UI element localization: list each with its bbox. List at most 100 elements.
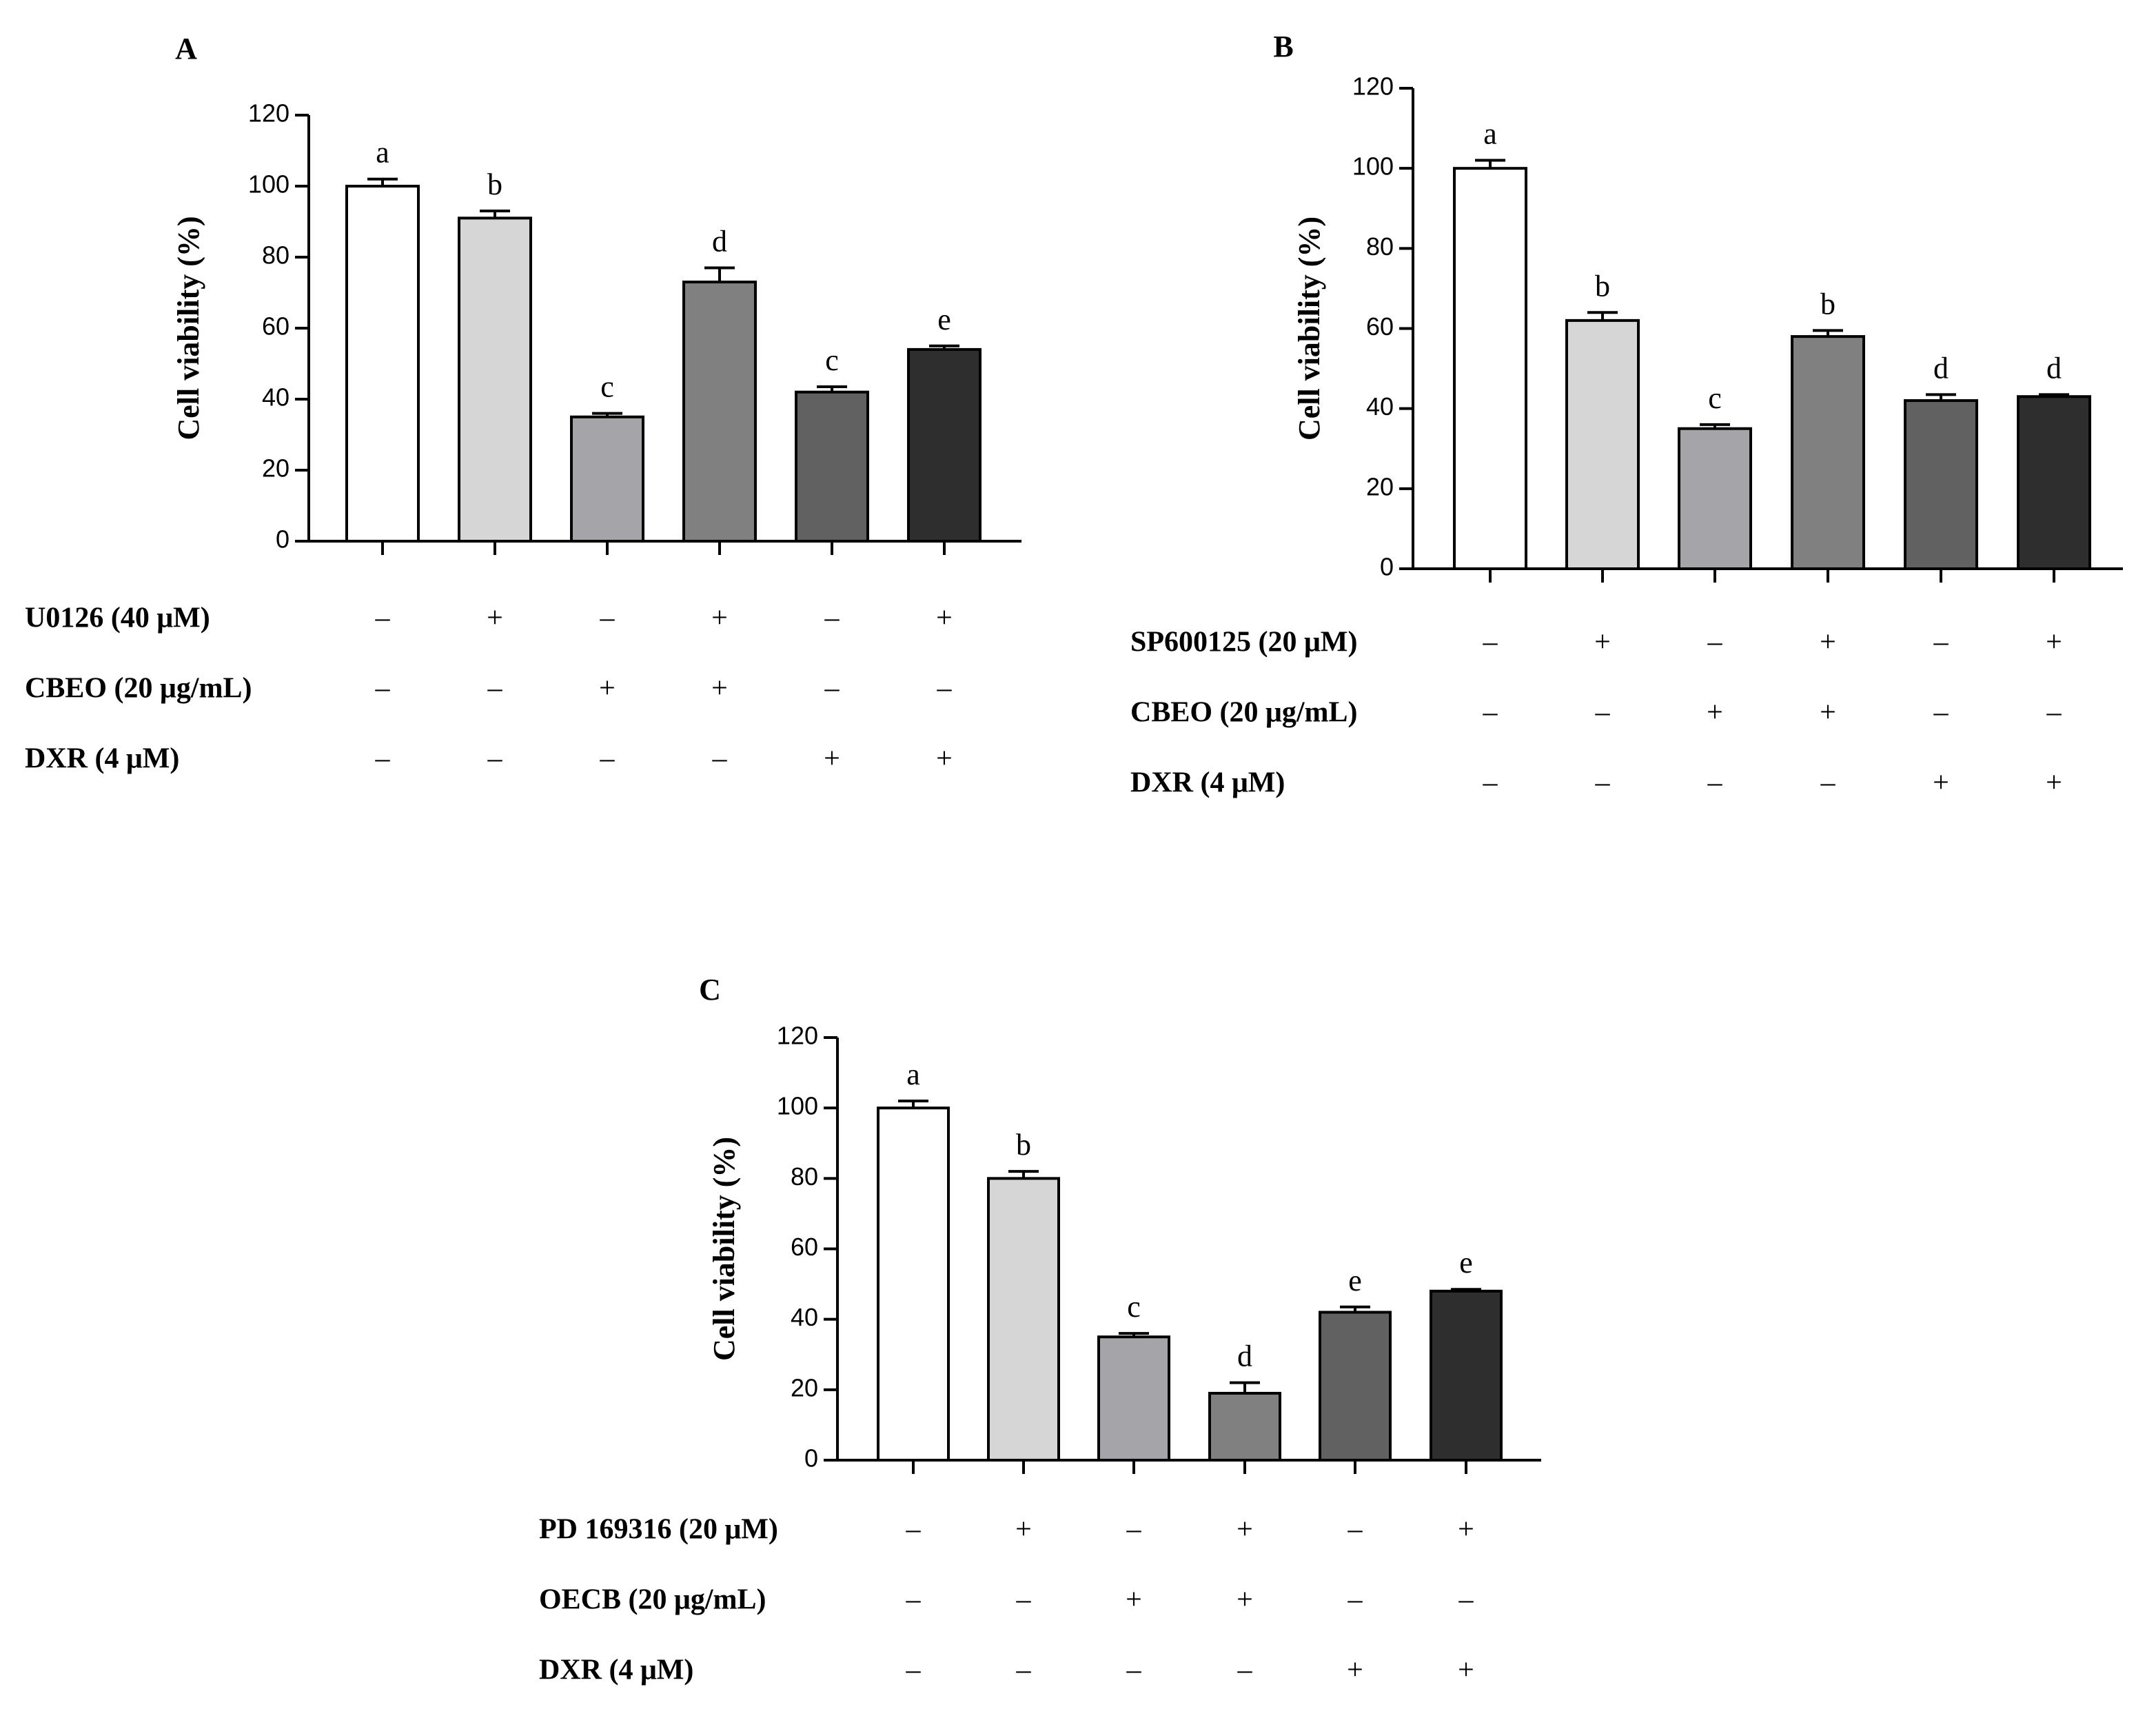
panel-b-y-tick-label: 60 [1366, 312, 1394, 341]
panel-b-bar [1791, 335, 1865, 570]
panel-c-y-tick-label: 40 [791, 1303, 818, 1331]
panel-a-y-tick-label: 0 [276, 525, 289, 554]
panel-b-condition-sign: + [1707, 697, 1723, 729]
panel-a-y-tick-label: 60 [262, 312, 289, 341]
panel-c-condition-sign: + [1237, 1514, 1253, 1546]
panel-a-bar [345, 185, 420, 543]
panel-b-y-tick-label: 0 [1380, 553, 1394, 581]
panel-a-condition-sign: + [487, 603, 503, 634]
panel-a-condition-sign: – [487, 743, 503, 775]
panel-c-letter: C [699, 973, 721, 1007]
panel-b-condition-sign: – [1707, 767, 1723, 799]
panel-c-sig-letter: c [1127, 1290, 1141, 1324]
panel-a-y-tick-label: 20 [262, 454, 289, 483]
panel-a-sig-letter: e [937, 303, 951, 336]
panel-a-condition-sign: – [600, 603, 616, 634]
panel-b-condition-label: DXR (4 μM) [1130, 767, 1285, 799]
panel-a-condition-label: DXR (4 μM) [25, 743, 179, 775]
panel-a-sig-letter: a [376, 136, 389, 170]
panel-c-y-tick-label: 80 [791, 1162, 818, 1191]
panel-c-condition-sign: – [1458, 1584, 1474, 1616]
panel-a-y-tick-label: 80 [262, 241, 289, 270]
panel-a-condition-label: CBEO (20 μg/mL) [25, 673, 252, 705]
panel-c-sig-letter: e [1459, 1246, 1473, 1280]
panel-c-condition-sign: + [1347, 1655, 1363, 1686]
panel-b-bar [1678, 427, 1752, 570]
panel-c-condition-sign: – [906, 1655, 922, 1686]
panel-c-bar [1208, 1391, 1281, 1462]
panel-c-y-tick-label: 100 [777, 1092, 818, 1120]
panel-a-bar [682, 281, 757, 543]
panel-b-condition-sign: + [1933, 767, 1949, 799]
panel-a-bar [795, 390, 869, 543]
panel-b-y-tick-label: 20 [1366, 472, 1394, 501]
panel-b-condition-sign: – [1483, 627, 1498, 658]
panel-a-bar [458, 216, 532, 543]
panel-c-condition-sign: + [1458, 1514, 1474, 1546]
panel-a-y-tick-label: 40 [262, 383, 289, 412]
panel-c-y-label: Cell viability (%) [707, 1137, 741, 1361]
panel-b-condition-label: SP600125 (20 μM) [1130, 627, 1357, 658]
panel-a-bar [570, 415, 644, 543]
panel-a-condition-sign: + [824, 743, 840, 775]
panel-c-bar [1319, 1311, 1392, 1462]
panel-c-sig-letter: b [1016, 1128, 1031, 1162]
panel-c-bar [987, 1177, 1060, 1462]
panel-b-y-tick-label: 100 [1352, 152, 1394, 181]
panel-c-y-tick-label: 20 [791, 1373, 818, 1402]
panel-c-condition-sign: – [1016, 1584, 1032, 1616]
panel-c-sig-letter: d [1237, 1340, 1252, 1373]
panel-b-bar [1904, 399, 1978, 570]
panel-a-condition-sign: – [487, 673, 503, 705]
panel-c-bar [877, 1106, 950, 1462]
panel-b-bar [1453, 167, 1527, 570]
panel-c-condition-sign: – [1016, 1655, 1032, 1686]
panel-b-condition-sign: – [1707, 627, 1723, 658]
panel-c-condition-sign: – [1348, 1514, 1363, 1546]
panel-c-condition-label: OECB (20 μg/mL) [539, 1584, 766, 1616]
panel-a-sig-letter: c [825, 343, 839, 377]
panel-c-sig-letter: a [906, 1058, 920, 1091]
panel-b-condition-sign: – [1483, 697, 1498, 729]
panel-a-condition-sign: – [375, 673, 391, 705]
panel-c-condition-label: PD 169316 (20 μM) [539, 1514, 778, 1546]
panel-b-y-label: Cell viability (%) [1292, 216, 1326, 441]
panel-b-sig-letter: c [1708, 381, 1722, 415]
panel-c-condition-label: DXR (4 μM) [539, 1655, 693, 1686]
panel-c-y-tick-label: 120 [777, 1022, 818, 1050]
panel-a-sig-letter: b [487, 168, 502, 201]
panel-a-condition-sign: – [824, 603, 840, 634]
panel-c-bar [1097, 1335, 1170, 1462]
panel-c-condition-sign: + [1237, 1584, 1253, 1616]
panel-c-condition-sign: – [1348, 1584, 1363, 1616]
panel-b-condition-sign: – [1933, 697, 1949, 729]
panel-a-condition-sign: – [824, 673, 840, 705]
panel-b-sig-letter: a [1483, 117, 1497, 151]
panel-a-condition-sign: + [599, 673, 616, 705]
panel-c-bar [1430, 1289, 1503, 1462]
panel-c-y-tick-label: 60 [791, 1233, 818, 1261]
panel-a-bar [907, 347, 982, 543]
panel-a-sig-letter: d [712, 224, 727, 258]
panel-b-condition-sign: – [1483, 767, 1498, 799]
panel-b-letter: B [1273, 30, 1293, 63]
panel-c-condition-sign: – [906, 1584, 922, 1616]
panel-a-condition-sign: – [375, 743, 391, 775]
panel-b-sig-letter: d [2046, 351, 2062, 385]
panel-b-bar [1565, 319, 1640, 570]
panel-a-condition-sign: – [937, 673, 953, 705]
panel-b-y-tick-label: 40 [1366, 392, 1394, 421]
panel-a-condition-sign: + [936, 603, 953, 634]
panel-a-condition-sign: + [711, 603, 728, 634]
panel-b-sig-letter: d [1933, 351, 1949, 385]
panel-c-condition-sign: – [1237, 1655, 1253, 1686]
panel-a-condition-label: U0126 (40 μM) [25, 603, 210, 634]
panel-b-condition-sign: – [1820, 767, 1836, 799]
panel-c-condition-sign: + [1458, 1655, 1474, 1686]
panel-a-condition-sign: – [600, 743, 616, 775]
panel-a-condition-sign: – [375, 603, 391, 634]
panel-a-y-tick-label: 120 [248, 99, 289, 128]
panel-a-sig-letter: c [600, 370, 614, 404]
panel-a-condition-sign: + [936, 743, 953, 775]
panel-b-condition-sign: + [1594, 627, 1611, 658]
